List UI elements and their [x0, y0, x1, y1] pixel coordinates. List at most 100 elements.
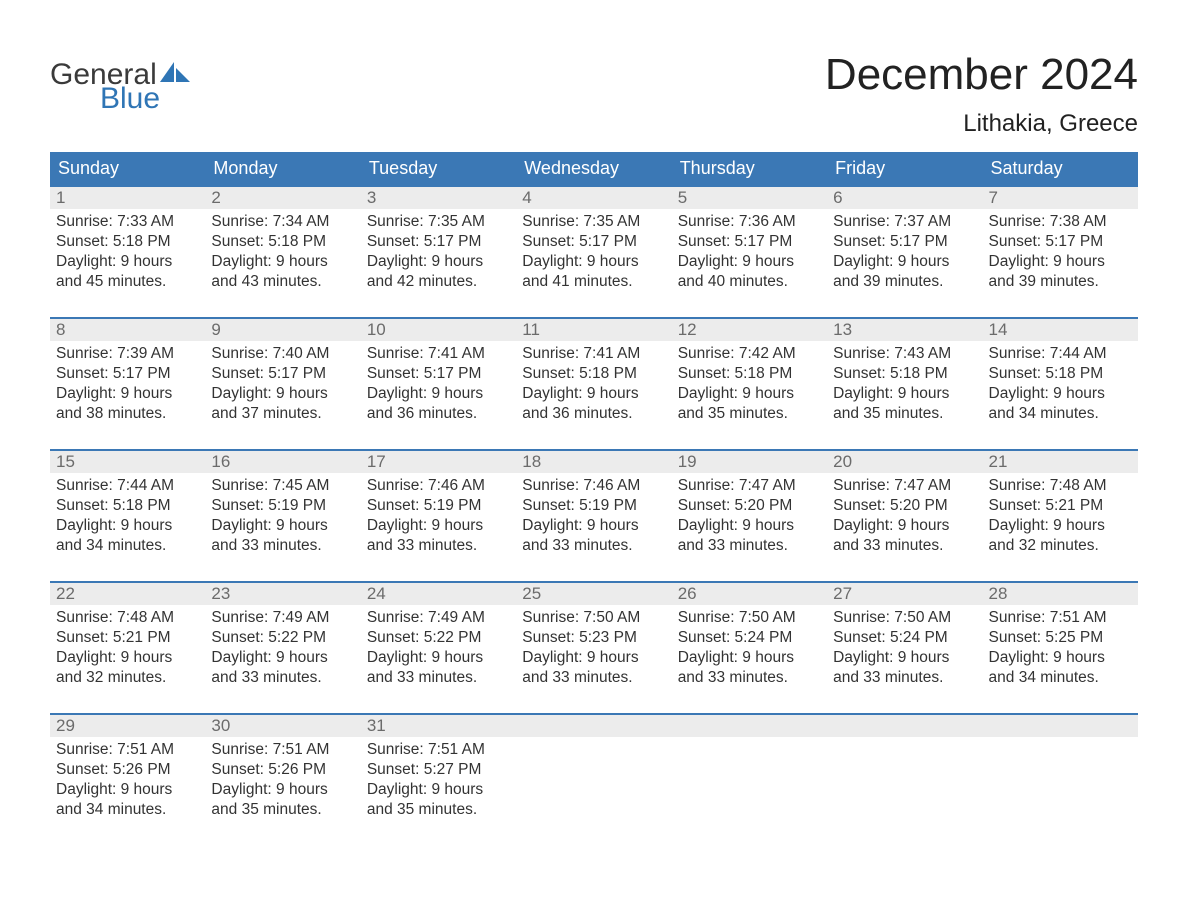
sunset-text: Sunset: 5:20 PM — [678, 496, 821, 516]
day-body: Sunrise: 7:42 AMSunset: 5:18 PMDaylight:… — [672, 341, 827, 423]
day-body: Sunrise: 7:45 AMSunset: 5:19 PMDaylight:… — [205, 473, 360, 555]
day-number: 6 — [827, 187, 982, 209]
sunset-text: Sunset: 5:17 PM — [833, 232, 976, 252]
sunrise-text: Sunrise: 7:48 AM — [989, 476, 1132, 496]
day-number: 10 — [361, 319, 516, 341]
daylight-line2: and 33 minutes. — [367, 536, 510, 556]
sunrise-text: Sunrise: 7:46 AM — [367, 476, 510, 496]
day-number: 9 — [205, 319, 360, 341]
daylight-line1: Daylight: 9 hours — [833, 384, 976, 404]
daylight-line1: Daylight: 9 hours — [522, 648, 665, 668]
daylight-line2: and 33 minutes. — [833, 668, 976, 688]
day-cell: 29Sunrise: 7:51 AMSunset: 5:26 PMDayligh… — [50, 715, 205, 831]
daylight-line2: and 35 minutes. — [833, 404, 976, 424]
daylight-line2: and 35 minutes. — [211, 800, 354, 820]
day-cell — [516, 715, 671, 831]
daylight-line2: and 33 minutes. — [211, 536, 354, 556]
sunrise-text: Sunrise: 7:44 AM — [989, 344, 1132, 364]
daylight-line1: Daylight: 9 hours — [367, 252, 510, 272]
day-cell: 11Sunrise: 7:41 AMSunset: 5:18 PMDayligh… — [516, 319, 671, 435]
day-number: 23 — [205, 583, 360, 605]
sunset-text: Sunset: 5:18 PM — [56, 496, 199, 516]
day-number: 31 — [361, 715, 516, 737]
day-number: 5 — [672, 187, 827, 209]
sunrise-text: Sunrise: 7:51 AM — [367, 740, 510, 760]
sunrise-text: Sunrise: 7:41 AM — [522, 344, 665, 364]
weekday-header: Tuesday — [361, 152, 516, 185]
sunrise-text: Sunrise: 7:49 AM — [367, 608, 510, 628]
calendar-week: 8Sunrise: 7:39 AMSunset: 5:17 PMDaylight… — [50, 317, 1138, 435]
day-cell: 22Sunrise: 7:48 AMSunset: 5:21 PMDayligh… — [50, 583, 205, 699]
daylight-line2: and 33 minutes. — [678, 536, 821, 556]
day-cell: 27Sunrise: 7:50 AMSunset: 5:24 PMDayligh… — [827, 583, 982, 699]
sunset-text: Sunset: 5:20 PM — [833, 496, 976, 516]
month-title: December 2024 — [825, 50, 1138, 100]
sunset-text: Sunset: 5:17 PM — [678, 232, 821, 252]
day-body — [516, 737, 671, 817]
sunrise-text: Sunrise: 7:47 AM — [678, 476, 821, 496]
weekday-header: Saturday — [983, 152, 1138, 185]
sunset-text: Sunset: 5:18 PM — [833, 364, 976, 384]
day-body: Sunrise: 7:48 AMSunset: 5:21 PMDaylight:… — [983, 473, 1138, 555]
daylight-line2: and 33 minutes. — [522, 668, 665, 688]
weekday-header: Friday — [827, 152, 982, 185]
daylight-line2: and 33 minutes. — [367, 668, 510, 688]
day-body: Sunrise: 7:49 AMSunset: 5:22 PMDaylight:… — [205, 605, 360, 687]
daylight-line1: Daylight: 9 hours — [211, 384, 354, 404]
sunrise-text: Sunrise: 7:39 AM — [56, 344, 199, 364]
day-number: 21 — [983, 451, 1138, 473]
page: General Blue December 2024 Lithakia, Gre… — [0, 0, 1188, 831]
daylight-line2: and 38 minutes. — [56, 404, 199, 424]
sunrise-text: Sunrise: 7:41 AM — [367, 344, 510, 364]
daylight-line1: Daylight: 9 hours — [678, 252, 821, 272]
day-number — [827, 715, 982, 737]
daylight-line2: and 45 minutes. — [56, 272, 199, 292]
sunset-text: Sunset: 5:22 PM — [211, 628, 354, 648]
day-body — [983, 737, 1138, 817]
sunset-text: Sunset: 5:18 PM — [678, 364, 821, 384]
sunset-text: Sunset: 5:21 PM — [989, 496, 1132, 516]
day-body: Sunrise: 7:44 AMSunset: 5:18 PMDaylight:… — [983, 341, 1138, 423]
sunrise-text: Sunrise: 7:51 AM — [989, 608, 1132, 628]
day-number: 26 — [672, 583, 827, 605]
sunrise-text: Sunrise: 7:44 AM — [56, 476, 199, 496]
day-body: Sunrise: 7:39 AMSunset: 5:17 PMDaylight:… — [50, 341, 205, 423]
day-cell: 7Sunrise: 7:38 AMSunset: 5:17 PMDaylight… — [983, 187, 1138, 303]
sunrise-text: Sunrise: 7:49 AM — [211, 608, 354, 628]
day-body: Sunrise: 7:51 AMSunset: 5:25 PMDaylight:… — [983, 605, 1138, 687]
daylight-line2: and 39 minutes. — [989, 272, 1132, 292]
daylight-line2: and 33 minutes. — [678, 668, 821, 688]
sunrise-text: Sunrise: 7:35 AM — [522, 212, 665, 232]
daylight-line1: Daylight: 9 hours — [211, 648, 354, 668]
daylight-line2: and 42 minutes. — [367, 272, 510, 292]
daylight-line2: and 32 minutes. — [989, 536, 1132, 556]
sunset-text: Sunset: 5:25 PM — [989, 628, 1132, 648]
sunrise-text: Sunrise: 7:50 AM — [678, 608, 821, 628]
day-number: 1 — [50, 187, 205, 209]
sunrise-text: Sunrise: 7:43 AM — [833, 344, 976, 364]
day-number: 11 — [516, 319, 671, 341]
daylight-line1: Daylight: 9 hours — [211, 780, 354, 800]
day-cell: 30Sunrise: 7:51 AMSunset: 5:26 PMDayligh… — [205, 715, 360, 831]
weekday-header: Sunday — [50, 152, 205, 185]
daylight-line1: Daylight: 9 hours — [989, 384, 1132, 404]
day-number: 29 — [50, 715, 205, 737]
daylight-line2: and 39 minutes. — [833, 272, 976, 292]
daylight-line1: Daylight: 9 hours — [989, 648, 1132, 668]
day-cell: 6Sunrise: 7:37 AMSunset: 5:17 PMDaylight… — [827, 187, 982, 303]
day-number: 20 — [827, 451, 982, 473]
daylight-line2: and 40 minutes. — [678, 272, 821, 292]
day-number: 12 — [672, 319, 827, 341]
sunset-text: Sunset: 5:21 PM — [56, 628, 199, 648]
day-cell: 8Sunrise: 7:39 AMSunset: 5:17 PMDaylight… — [50, 319, 205, 435]
daylight-line1: Daylight: 9 hours — [56, 780, 199, 800]
daylight-line1: Daylight: 9 hours — [56, 384, 199, 404]
weeks-container: 1Sunrise: 7:33 AMSunset: 5:18 PMDaylight… — [50, 185, 1138, 831]
daylight-line1: Daylight: 9 hours — [367, 780, 510, 800]
day-number: 4 — [516, 187, 671, 209]
day-cell: 4Sunrise: 7:35 AMSunset: 5:17 PMDaylight… — [516, 187, 671, 303]
daylight-line1: Daylight: 9 hours — [989, 516, 1132, 536]
daylight-line1: Daylight: 9 hours — [367, 648, 510, 668]
day-number: 14 — [983, 319, 1138, 341]
day-cell — [983, 715, 1138, 831]
